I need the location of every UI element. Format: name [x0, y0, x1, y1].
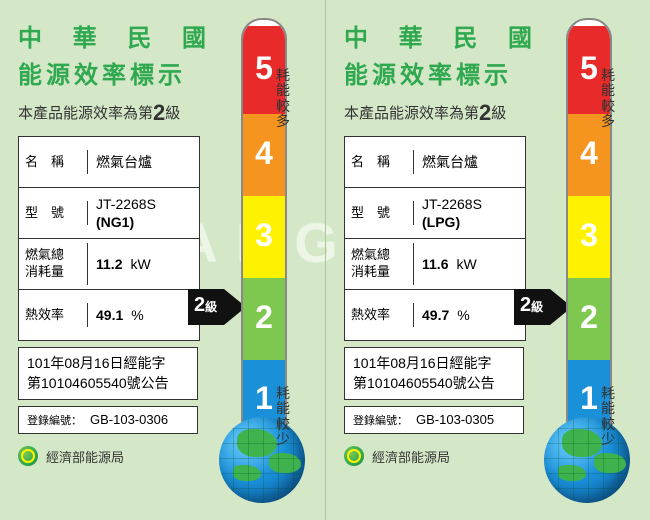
row-efficiency: 熱效率 49.1% — [19, 290, 199, 340]
row-model: 型 號 JT-2268S(NG1) — [19, 188, 199, 239]
thermometer: 54321 耗能較多 耗能較少 — [552, 18, 622, 503]
label-less-energy: 耗能較少 — [275, 386, 291, 448]
label-more-energy: 耗能較多 — [600, 68, 616, 130]
agency-logo-icon — [18, 446, 38, 466]
globe-icon — [219, 417, 305, 503]
thermo-number: 2 — [243, 299, 285, 336]
thermometer: 54321 耗能較多 耗能較少 — [227, 18, 297, 503]
thermo-number: 2 — [568, 299, 610, 336]
row-name: 名 稱 燃氣台爐 — [345, 137, 525, 188]
registration-box: 登錄編號：GB-103-0305 — [344, 406, 524, 434]
thermo-segment-3: 3 — [568, 196, 610, 278]
thermo-segment-2: 2 — [243, 278, 285, 360]
energy-label-card: 中 華 民 國 能源效率標示 本產品能源效率為第2級 名 稱 燃氣台爐 型 號 … — [0, 0, 325, 520]
row-consumption: 燃氣總消耗量 11.2kW — [19, 239, 199, 290]
thermo-number: 4 — [243, 135, 285, 172]
label-more-energy: 耗能較多 — [275, 68, 291, 130]
notice-box: 101年08月16日經能字第10104605540號公告 — [18, 347, 198, 400]
row-name: 名 稱 燃氣台爐 — [19, 137, 199, 188]
globe-icon — [544, 417, 630, 503]
thermo-number: 4 — [568, 135, 610, 172]
thermo-number: 3 — [243, 217, 285, 254]
row-efficiency: 熱效率 49.7% — [345, 290, 525, 340]
info-table: 名 稱 燃氣台爐 型 號 JT-2268S(LPG) 燃氣總消耗量 11.6kW… — [344, 136, 526, 341]
energy-label-card: 中 華 民 國 能源效率標示 本產品能源效率為第2級 名 稱 燃氣台爐 型 號 … — [325, 0, 650, 520]
notice-box: 101年08月16日經能字第10104605540號公告 — [344, 347, 524, 400]
thermo-segment-2: 2 — [568, 278, 610, 360]
label-less-energy: 耗能較少 — [600, 386, 616, 448]
registration-box: 登錄編號：GB-103-0306 — [18, 406, 198, 434]
info-table: 名 稱 燃氣台爐 型 號 JT-2268S(NG1) 燃氣總消耗量 11.2kW… — [18, 136, 200, 341]
labels-container: 中 華 民 國 能源效率標示 本產品能源效率為第2級 名 稱 燃氣台爐 型 號 … — [0, 0, 650, 520]
thermo-segment-3: 3 — [243, 196, 285, 278]
row-consumption: 燃氣總消耗量 11.6kW — [345, 239, 525, 290]
agency-logo-icon — [344, 446, 364, 466]
thermo-number: 3 — [568, 217, 610, 254]
row-model: 型 號 JT-2268S(LPG) — [345, 188, 525, 239]
